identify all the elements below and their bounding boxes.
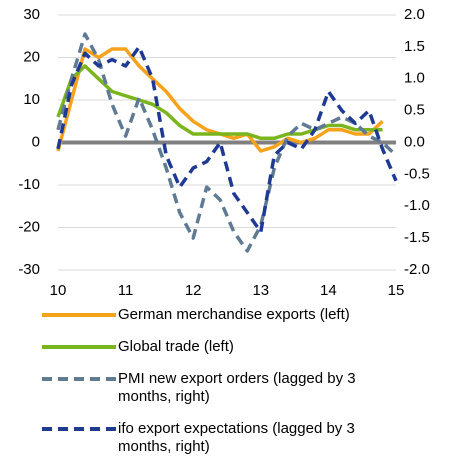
legend-item: PMI new export orders (lagged by 3 month… [40,370,440,406]
series-line [56,64,383,141]
legend-label: PMI new export orders (lagged by 3 month… [118,370,356,405]
x-tick-label: 12 [185,282,202,299]
y2-tick-label: -1.5 [404,229,430,246]
y2-tick-label: 2.0 [404,6,425,23]
x-tick-label: 10 [50,282,67,299]
chart: -30 -20 -10 0 10 20 30 -2.0 -1.5 -1.0 -0.5 0.0 0.5 1.… [18,6,430,299]
y2-tick-label: -0.5 [404,165,430,182]
legend-item: German merchandise exports (left) [40,306,440,324]
legend: German merchandise exports (left) Global … [40,306,440,470]
series-line [56,32,398,253]
y-tick-label: 10 [23,91,40,108]
x-tick-label: 14 [320,282,337,299]
y2-tick-label: 0.5 [404,102,425,119]
y2-tick-label: 0.0 [404,133,425,150]
y2-tick-label: -1.0 [404,197,430,214]
legend-swatch [42,377,116,381]
series-line [56,45,398,234]
y2-tick-label: -2.0 [404,261,430,278]
legend-swatch [42,345,116,349]
y-tick-label: -20 [18,218,40,235]
y-tick-label: 0 [32,133,40,150]
y-tick-label: 20 [23,48,40,65]
y-tick-label: -30 [18,261,40,278]
legend-item: ifo export expectations (lagged by 3 mon… [40,420,440,456]
y2-tick-label: 1.5 [404,38,425,55]
legend-item: Global trade (left) [40,338,440,356]
x-tick-label: 15 [388,282,405,299]
x-tick-label: 13 [252,282,269,299]
x-tick-label: 11 [118,282,134,299]
y-tick-label: -10 [18,176,40,193]
legend-swatch [42,313,116,317]
legend-label: Global trade (left) [118,338,234,355]
legend-swatch [42,427,116,431]
legend-label: ifo export expectations (lagged by 3 mon… [118,420,355,455]
y2-tick-label: 1.0 [404,70,425,87]
y-tick-label: 30 [23,6,40,23]
legend-label: German merchandise exports (left) [118,306,350,323]
